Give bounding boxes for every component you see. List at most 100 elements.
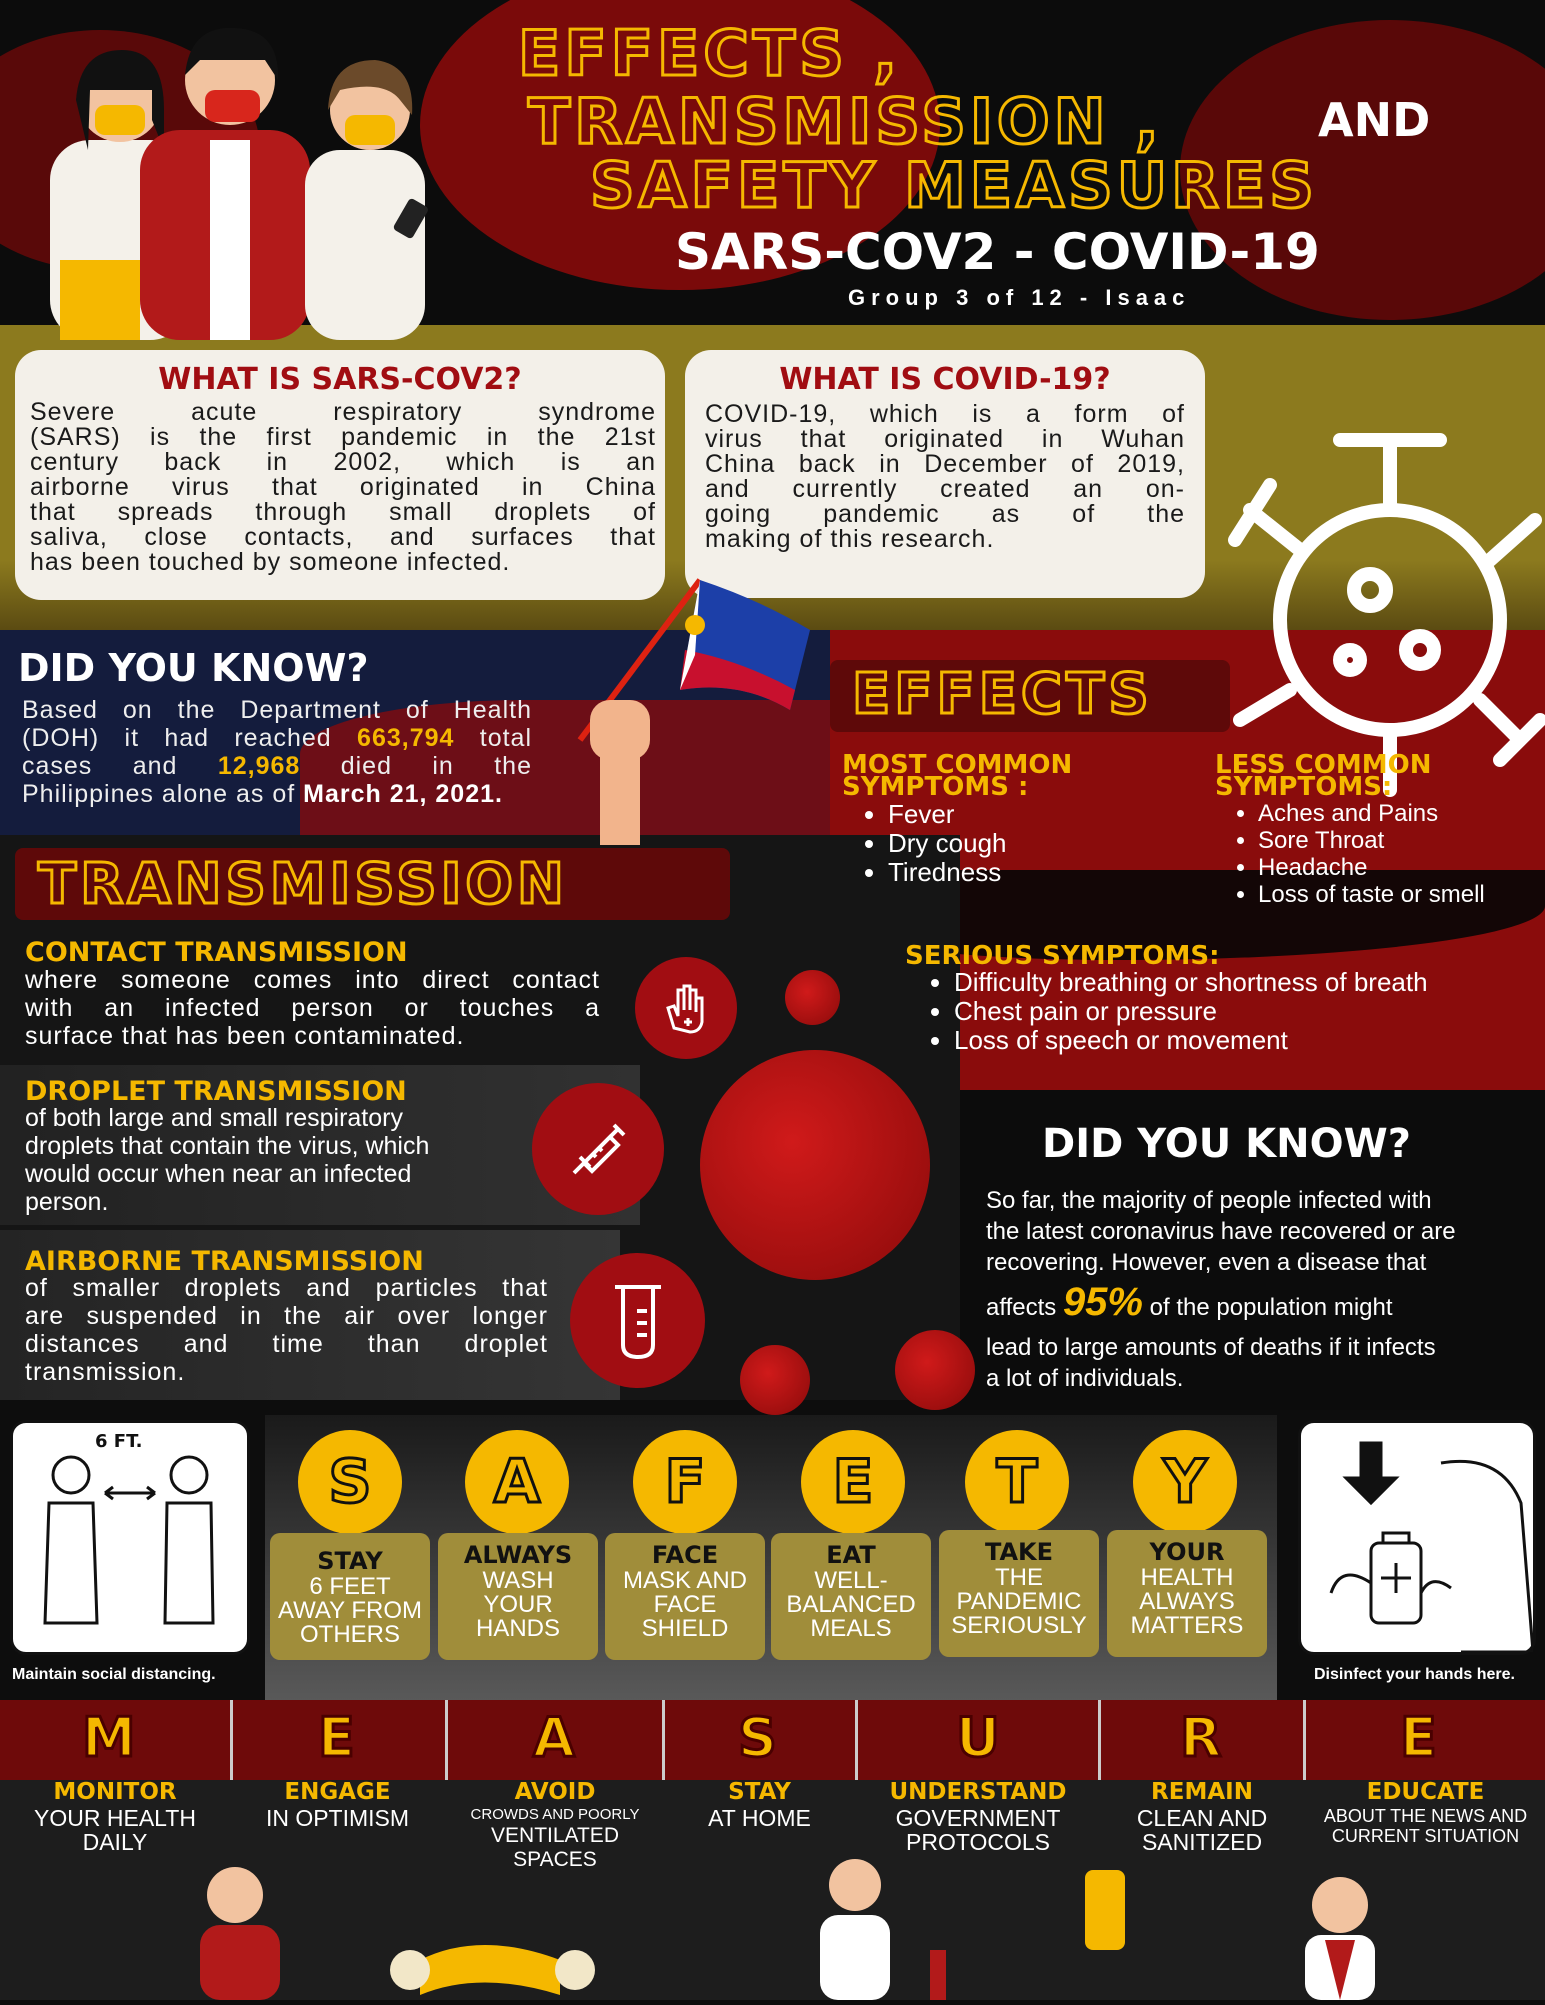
effects-heading: EFFECTS <box>851 661 1153 729</box>
divider <box>445 1700 448 1780</box>
dyk1-text: died in the <box>340 752 532 780</box>
measure-letter-s: S <box>737 1705 779 1771</box>
airborne-line: of smaller droplets and particles that <box>25 1274 548 1302</box>
transmission-heading-box <box>15 848 730 920</box>
airborne-line: are suspended in the air over longer <box>25 1302 548 1330</box>
measure-text: DAILY <box>82 1829 148 1855</box>
droplet-line: person. <box>25 1188 109 1216</box>
test-tube-icon <box>570 1253 705 1388</box>
measure-text: PROTOCOLS <box>906 1829 1050 1855</box>
dyk2-dark-panel <box>960 1090 1545 1410</box>
covid-card: WHAT IS COVID-19? COVID-19, which is a f… <box>685 350 1205 598</box>
sars-line: has been touched by someone infected. <box>30 548 511 576</box>
sars-body: Severe acute respiratory syndrome (SARS)… <box>30 400 656 575</box>
dyk2-line: the latest coronavirus have recovered or… <box>986 1218 1456 1245</box>
airborne-body: of smaller droplets and particles that a… <box>25 1274 548 1386</box>
measure-bold: STAY <box>728 1779 791 1805</box>
measure-letter-e2: E <box>1399 1705 1439 1771</box>
contact-line: where someone comes into direct contact <box>25 966 600 994</box>
safety-box-eat: EAT WELL- BALANCED MEALS <box>771 1533 931 1660</box>
measure-text: GOVERNMENT <box>895 1805 1061 1831</box>
dyk2-heading: DID YOU KNOW? <box>1042 1121 1411 1167</box>
measure-letter-a: A <box>532 1705 577 1771</box>
divider <box>1098 1700 1101 1780</box>
safety-text: HANDS <box>475 1615 560 1642</box>
virus-icon <box>785 970 840 1025</box>
sars-line: saliva, close contacts, and surfaces tha… <box>30 523 656 551</box>
safety-box-your: YOUR HEALTH ALWAYS MATTERS <box>1107 1530 1267 1657</box>
measure-bold: MONITOR <box>53 1779 177 1805</box>
safety-text: SERIOUSLY <box>951 1612 1087 1639</box>
safety-text: 6 FEET <box>309 1573 391 1600</box>
safety-text: PANDEMIC <box>956 1588 1082 1615</box>
dyk2-line: So far, the majority of people infected … <box>986 1187 1432 1214</box>
covid-line: making of this research. <box>705 525 995 553</box>
symptom-item: Aches and Pains <box>1258 800 1485 827</box>
safety-letters: S A F E T Y STAY 6 FEET AWAY FROM OTHERS… <box>265 1430 1277 1700</box>
measure-monitor: MONITOR YOUR HEALTH DAILY <box>10 1778 220 1854</box>
safety-bold: YOUR <box>1149 1538 1225 1566</box>
safety-text: ALWAYS <box>1139 1588 1235 1615</box>
safety-bold: ALWAYS <box>463 1541 573 1569</box>
right-caption: Disinfect your hands here. <box>1314 1666 1515 1683</box>
safety-letter-f: F <box>633 1430 737 1534</box>
safety-bold: TAKE <box>984 1538 1054 1566</box>
dyk2-body: So far, the majority of people infected … <box>986 1185 1526 1394</box>
measure-understand: UNDERSTAND GOVERNMENT PROTOCOLS <box>858 1778 1098 1854</box>
symptom-item: Loss of taste or smell <box>1258 881 1485 908</box>
serious-title: SERIOUS SYMPTOMS: <box>905 941 1220 971</box>
safety-letter-a: A <box>465 1430 569 1534</box>
covid-line: COVID-19, which is a form of <box>705 400 1185 428</box>
measure-text: AT HOME <box>708 1805 811 1831</box>
airborne-line: distances and time than droplet <box>25 1330 548 1358</box>
title-line-3: SAFETY MEASURES <box>589 149 1318 222</box>
divider <box>855 1700 858 1780</box>
contact-line: surface that has been contaminated. <box>25 1022 465 1050</box>
title-line-1: EFFECTS , <box>517 17 901 90</box>
airborne-line: transmission. <box>25 1358 186 1386</box>
measure-bold: UNDERSTAND <box>889 1779 1067 1805</box>
measure-bold: REMAIN <box>1151 1779 1253 1805</box>
measure-bold: AVOID <box>514 1779 596 1805</box>
safety-box-always: ALWAYS WASH YOUR HANDS <box>438 1533 598 1660</box>
covid-line: China back in December of 2019, <box>705 450 1185 478</box>
dyk1-body: Based on the Department of Health (DOH) … <box>22 696 532 808</box>
title-and: AND <box>1318 93 1431 147</box>
dyk2-line: recovering. However, even a disease that <box>986 1249 1427 1276</box>
dyk1-line: Philippines alone as of March 21, 2021. <box>22 780 532 808</box>
measure-text: CURRENT SITUATION <box>1331 1826 1520 1846</box>
social-distancing-illustration: 6 FT. <box>10 1420 250 1655</box>
droplet-line: would occur when near an infected <box>25 1160 412 1188</box>
header-red-blob <box>420 0 940 290</box>
sars-card: WHAT IS SARS-COV2? Severe acute respirat… <box>15 350 665 600</box>
covid-line: and currently created an on- <box>705 475 1185 503</box>
safety-text: SHIELD <box>641 1615 729 1642</box>
dyk2-text: affects <box>986 1294 1057 1321</box>
safety-text: AWAY FROM <box>278 1597 422 1624</box>
subtitle: SARS-COV2 - COVID-19 <box>675 223 1320 281</box>
measure-text: VENTILATED <box>491 1824 619 1847</box>
airborne-title: AIRBORNE TRANSMISSION <box>25 1246 424 1277</box>
contact-body: where someone comes into direct contact … <box>25 966 600 1050</box>
byline: Group 3 of 12 - Isaac <box>848 285 1191 310</box>
most-common-title: MOST COMMON SYMPTOMS : <box>842 750 1073 802</box>
safety-box-take: TAKE THE PANDEMIC SERIOUSLY <box>939 1530 1099 1657</box>
divider <box>662 1700 665 1780</box>
measure-text: CLEAN AND <box>1136 1805 1268 1831</box>
safety-text: FACE <box>653 1591 717 1618</box>
measure-text: IN OPTIMISM <box>265 1805 410 1831</box>
measure-remain: REMAIN CLEAN AND SANITIZED <box>1103 1778 1301 1854</box>
measure-red-band <box>0 1700 1545 1780</box>
virus-outline-icon <box>1220 400 1545 820</box>
serious-list: Difficulty breathing or shortness of bre… <box>918 968 1428 1055</box>
safety-bold: EAT <box>826 1541 876 1569</box>
sars-line: (SARS) is the first pandemic in the 21st <box>30 423 656 451</box>
philippine-flag-illustration <box>560 560 820 845</box>
left-caption: Maintain social distancing. <box>12 1666 216 1683</box>
droplet-title: DROPLET TRANSMISSION <box>25 1076 407 1107</box>
safety-letter-e: E <box>801 1430 905 1534</box>
droplet-line: droplets that contain the virus, which <box>25 1132 430 1160</box>
bottom-illustrations <box>0 1820 1545 2000</box>
safety-text: BALANCED <box>786 1591 916 1618</box>
measure-letter-r: R <box>1179 1705 1224 1771</box>
